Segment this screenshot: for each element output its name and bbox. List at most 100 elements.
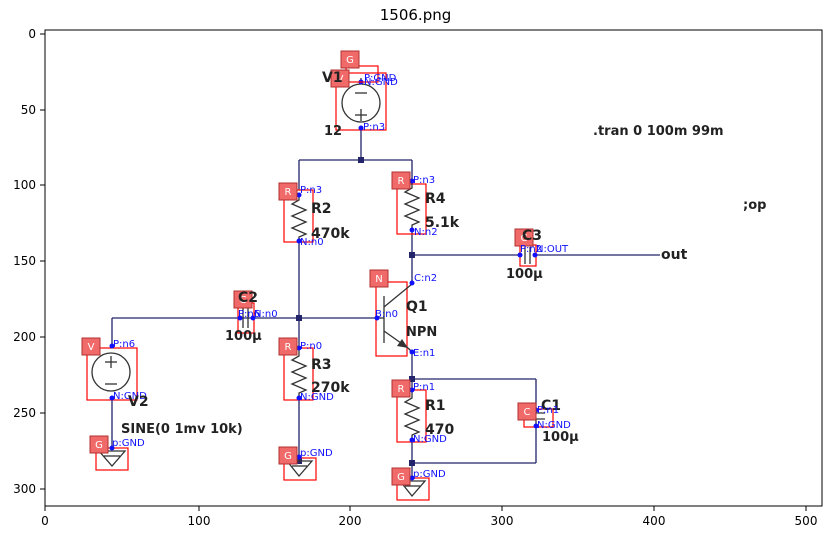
pin-label: P:n0 xyxy=(300,341,322,352)
pin-label: P:n6 xyxy=(238,309,260,320)
component-value: 470k xyxy=(311,226,350,242)
y-tick-label: 250 xyxy=(13,406,36,420)
component-value: SINE(0 1mv 10k) xyxy=(121,422,243,437)
component-name: C1 xyxy=(541,398,561,414)
x-tick-label: 200 xyxy=(339,514,362,528)
svg-text:R: R xyxy=(285,342,292,353)
pin-label: N:GND xyxy=(537,420,571,431)
svg-text:R: R xyxy=(398,176,405,187)
ground-badge-icon xyxy=(278,446,298,465)
y-tick-label: 100 xyxy=(13,178,36,192)
transistor-badge-icon xyxy=(369,269,389,288)
voltage-source-v2[interactable]: V P:n6 N:GND V2 SINE(0 1mv 10k) xyxy=(81,337,243,437)
voltage-badge-icon xyxy=(81,337,101,356)
pin-label: p:GND xyxy=(300,448,333,459)
net-label-out: out xyxy=(661,247,688,263)
resistor-badge-icon xyxy=(391,379,411,398)
component-name: V1 xyxy=(322,70,343,86)
pin-label: N:n2 xyxy=(414,227,438,238)
component-value: 270k xyxy=(311,380,350,396)
component-value: 100µ xyxy=(506,267,543,282)
y-tick-label: 0 xyxy=(28,27,36,41)
pin-label: P:GND xyxy=(364,73,397,84)
figure-title: 1506.png xyxy=(379,6,452,24)
ground-g4[interactable]: G p:GND xyxy=(391,467,446,501)
pin-label: P:n3 xyxy=(363,122,385,133)
resistor-badge-icon xyxy=(278,337,298,356)
capacitor-c3[interactable]: C C3 P:n2 N:OUT 100µ xyxy=(506,228,569,282)
resistor-r4[interactable]: R P:n3 N:n2 R4 5.1k xyxy=(391,171,460,238)
ground-badge-icon xyxy=(89,435,109,454)
x-tick-label: 400 xyxy=(643,514,666,528)
spice-directive-op: ;op xyxy=(743,198,766,213)
pin-label: B:n0 xyxy=(375,309,398,320)
y-tick-label: 150 xyxy=(13,254,36,268)
svg-text:C: C xyxy=(524,407,531,418)
pin-label: P:n3 xyxy=(413,175,435,186)
wires xyxy=(111,129,660,478)
pin-label: P:n2 xyxy=(520,244,542,255)
component-name: R2 xyxy=(311,201,332,217)
component-value: 470 xyxy=(425,422,454,438)
pin-label: N:GND xyxy=(300,392,334,403)
spice-directive-tran: .tran 0 100m 99m xyxy=(593,124,724,139)
component-name: Q1 xyxy=(406,299,428,315)
pin-label: P:n3 xyxy=(300,185,322,196)
x-tick-label: 300 xyxy=(491,514,514,528)
y-tick-label: 50 xyxy=(21,103,36,117)
resistor-badge-icon xyxy=(391,171,411,190)
svg-text:R: R xyxy=(398,384,405,395)
y-axis: 0 50 100 150 200 250 300 xyxy=(13,27,45,496)
pin-label: N:GND xyxy=(413,434,447,445)
pin-label: P:n1 xyxy=(537,405,559,416)
pin-label: N:n0 xyxy=(300,237,324,248)
capacitor-badge-icon xyxy=(514,228,534,247)
resistor-r1[interactable]: R P:n1 N:GND R1 470 xyxy=(391,379,454,445)
ground-badge-icon xyxy=(340,50,360,69)
plot-frame xyxy=(44,29,823,507)
capacitor-badge-icon xyxy=(517,402,537,421)
svg-text:G: G xyxy=(397,472,405,483)
x-tick-label: 0 xyxy=(41,514,49,528)
resistor-r2[interactable]: R P:n3 N:n0 R2 470k xyxy=(278,182,350,248)
svg-text:G: G xyxy=(95,440,103,451)
component-value: NPN xyxy=(406,325,437,340)
component-value: 100µ xyxy=(225,329,262,344)
component-value: 12 xyxy=(324,124,342,139)
pin-label: P:n6 xyxy=(113,339,135,350)
pin-label: N:GND xyxy=(113,391,147,402)
pin-label: C:n2 xyxy=(414,273,437,284)
svg-text:C: C xyxy=(240,295,247,306)
voltage-source-v1[interactable]: G V V1 P:GND N:GND P:n3 12 xyxy=(322,50,398,139)
transistor-q1[interactable]: N C:n2 B:n0 E:n1 Q1 NPN xyxy=(369,269,437,359)
resistor-r3[interactable]: R P:n0 N:GND R3 270k xyxy=(278,337,350,403)
component-name: R4 xyxy=(425,191,446,207)
x-tick-label: 100 xyxy=(188,514,211,528)
component-name: C3 xyxy=(522,228,542,244)
y-tick-label: 200 xyxy=(13,330,36,344)
resistor-badge-icon xyxy=(278,182,298,201)
ground-badge-icon xyxy=(391,467,411,486)
svg-text:G: G xyxy=(284,451,292,462)
component-name: R3 xyxy=(311,357,332,373)
svg-text:V: V xyxy=(337,74,344,85)
component-value: 100µ xyxy=(542,430,579,445)
svg-text:N: N xyxy=(375,274,382,285)
component-name: V2 xyxy=(128,394,149,410)
ground-g2[interactable]: G p:GND xyxy=(89,435,145,471)
x-tick-label: 500 xyxy=(795,514,818,528)
ground-g3[interactable]: G p:GND xyxy=(278,446,333,481)
capacitor-c1[interactable]: C C1 P:n1 N:GND 100µ xyxy=(517,398,579,445)
svg-text:R: R xyxy=(285,187,292,198)
component-name: C2 xyxy=(238,290,258,306)
voltage-badge-icon xyxy=(330,69,350,88)
pin-label: N:n0 xyxy=(254,309,278,320)
y-tick-label: 300 xyxy=(13,482,36,496)
pin-label: E:n1 xyxy=(413,348,435,359)
pin-label: p:GND xyxy=(413,469,446,480)
pin-label: N:OUT xyxy=(536,244,569,255)
pin-label: p:GND xyxy=(112,438,145,449)
pin-label: P:n1 xyxy=(413,382,435,393)
capacitor-c2[interactable]: C C2 P:n6 N:n0 100µ xyxy=(225,290,278,344)
